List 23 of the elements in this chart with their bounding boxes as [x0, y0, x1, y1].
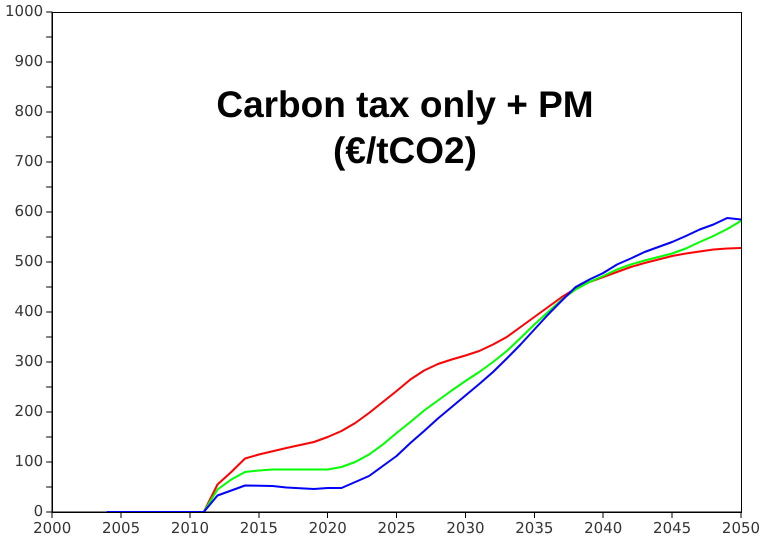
x-tick-label: 2000	[33, 518, 72, 537]
x-tick-label: 2030	[446, 518, 485, 537]
y-tick-label: 300	[14, 352, 44, 370]
y-tick-label: 500	[14, 252, 44, 270]
x-tick-label: 2025	[377, 518, 416, 537]
y-tick-label: 1000	[4, 2, 44, 20]
x-tick-label: 2040	[584, 518, 622, 537]
y-tick-label: 800	[14, 102, 44, 120]
y-tick-label: 600	[14, 202, 44, 220]
y-tick-label: 200	[14, 402, 44, 420]
x-tick-label: 2050	[722, 518, 760, 537]
y-tick-label: 400	[14, 302, 44, 320]
x-tick-label: 2020	[308, 518, 347, 537]
x-tick-label: 2045	[653, 518, 692, 537]
y-tick-label: 900	[14, 52, 44, 70]
y-tick-label: 0	[34, 502, 44, 520]
x-tick-label: 2010	[170, 518, 210, 537]
x-tick-label: 2015	[240, 518, 278, 537]
y-tick-label: 100	[14, 452, 44, 470]
x-tick-label: 2035	[515, 518, 554, 537]
text: Carbon tax only + PM (€/tCO2)	[215, 83, 595, 174]
y-tick-label: 700	[14, 152, 44, 170]
x-tick-label: 2005	[102, 518, 140, 537]
